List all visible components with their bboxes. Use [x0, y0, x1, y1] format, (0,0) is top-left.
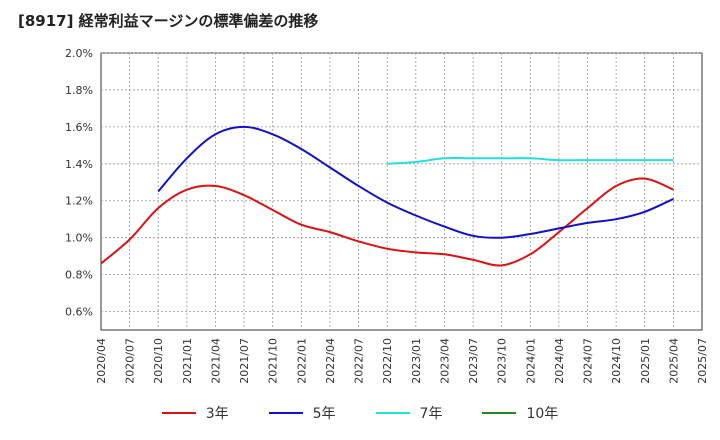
- x-tick-label: 2024/04: [553, 338, 566, 384]
- legend-swatch: [161, 412, 196, 414]
- legend-item: 10年: [482, 403, 558, 423]
- x-tick-label: 2020/04: [95, 338, 108, 384]
- legend-swatch: [482, 412, 517, 414]
- x-tick-label: 2020/07: [124, 338, 137, 384]
- x-tick-label: 2022/01: [295, 338, 308, 384]
- series-line-7年: [387, 156, 674, 165]
- x-tick-label: 2024/01: [524, 338, 537, 384]
- x-tick-label: 2024/07: [582, 338, 595, 384]
- x-tick-label: 2023/10: [496, 338, 509, 384]
- x-tick-label: 2020/10: [152, 338, 165, 384]
- y-tick-label: 0.8%: [65, 269, 93, 282]
- y-tick-label: 1.0%: [65, 232, 93, 245]
- series-line-3年: [100, 177, 674, 267]
- x-tick-label: 2022/04: [324, 338, 337, 384]
- plot-area: [100, 52, 703, 331]
- y-tick-label: 2.0%: [65, 47, 93, 60]
- x-tick-label: 2023/07: [467, 338, 480, 384]
- x-tick-label: 2023/01: [410, 338, 423, 384]
- x-tick-label: 2025/01: [639, 338, 652, 384]
- x-tick-label: 2021/07: [238, 338, 251, 384]
- x-tick-label: 2024/10: [610, 338, 623, 384]
- legend-label: 10年: [526, 406, 559, 422]
- legend-label: 5年: [312, 406, 336, 422]
- legend: 3年 5年 7年 10年: [0, 403, 720, 423]
- y-tick-label: 1.6%: [65, 121, 93, 134]
- x-tick-label: 2025/04: [667, 338, 680, 384]
- legend-item: 3年: [161, 403, 229, 423]
- line-chart: 2.0% 1.8% 1.6% 1.4% 1.2% 1.0% 0.8% 0.6% 2020/04 2…: [65, 47, 709, 384]
- y-tick-label: 1.4%: [65, 158, 93, 171]
- legend-label: 7年: [419, 406, 443, 422]
- y-tick-label: 0.6%: [65, 306, 93, 319]
- y-tick-label: 1.2%: [65, 195, 93, 208]
- series-line-5年: [157, 125, 674, 239]
- legend-swatch: [375, 412, 410, 414]
- legend-item: 5年: [268, 403, 336, 423]
- legend-label: 3年: [205, 406, 229, 422]
- x-tick-label: 2021/04: [209, 338, 222, 384]
- y-tick-label: 1.8%: [65, 84, 93, 97]
- x-tick-label: 2023/04: [438, 338, 451, 384]
- legend-item: 7年: [375, 403, 443, 423]
- x-tick-label: 2022/07: [353, 338, 366, 384]
- x-tick-label: 2022/10: [381, 338, 394, 384]
- x-tick-label: 2021/01: [181, 338, 194, 384]
- x-tick-label: 2021/10: [267, 338, 280, 384]
- legend-swatch: [268, 412, 303, 414]
- x-tick-label: 2025/07: [696, 338, 709, 384]
- chart-title: [8917] 経常利益マージンの標準偏差の推移: [18, 12, 319, 30]
